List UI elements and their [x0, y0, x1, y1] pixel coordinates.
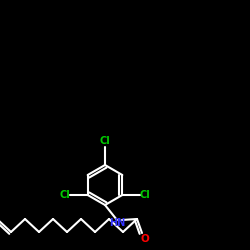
Text: Cl: Cl — [140, 190, 151, 200]
Text: Cl: Cl — [59, 190, 70, 200]
Text: HN: HN — [109, 218, 125, 228]
Text: Cl: Cl — [100, 136, 110, 146]
Text: O: O — [140, 234, 149, 244]
